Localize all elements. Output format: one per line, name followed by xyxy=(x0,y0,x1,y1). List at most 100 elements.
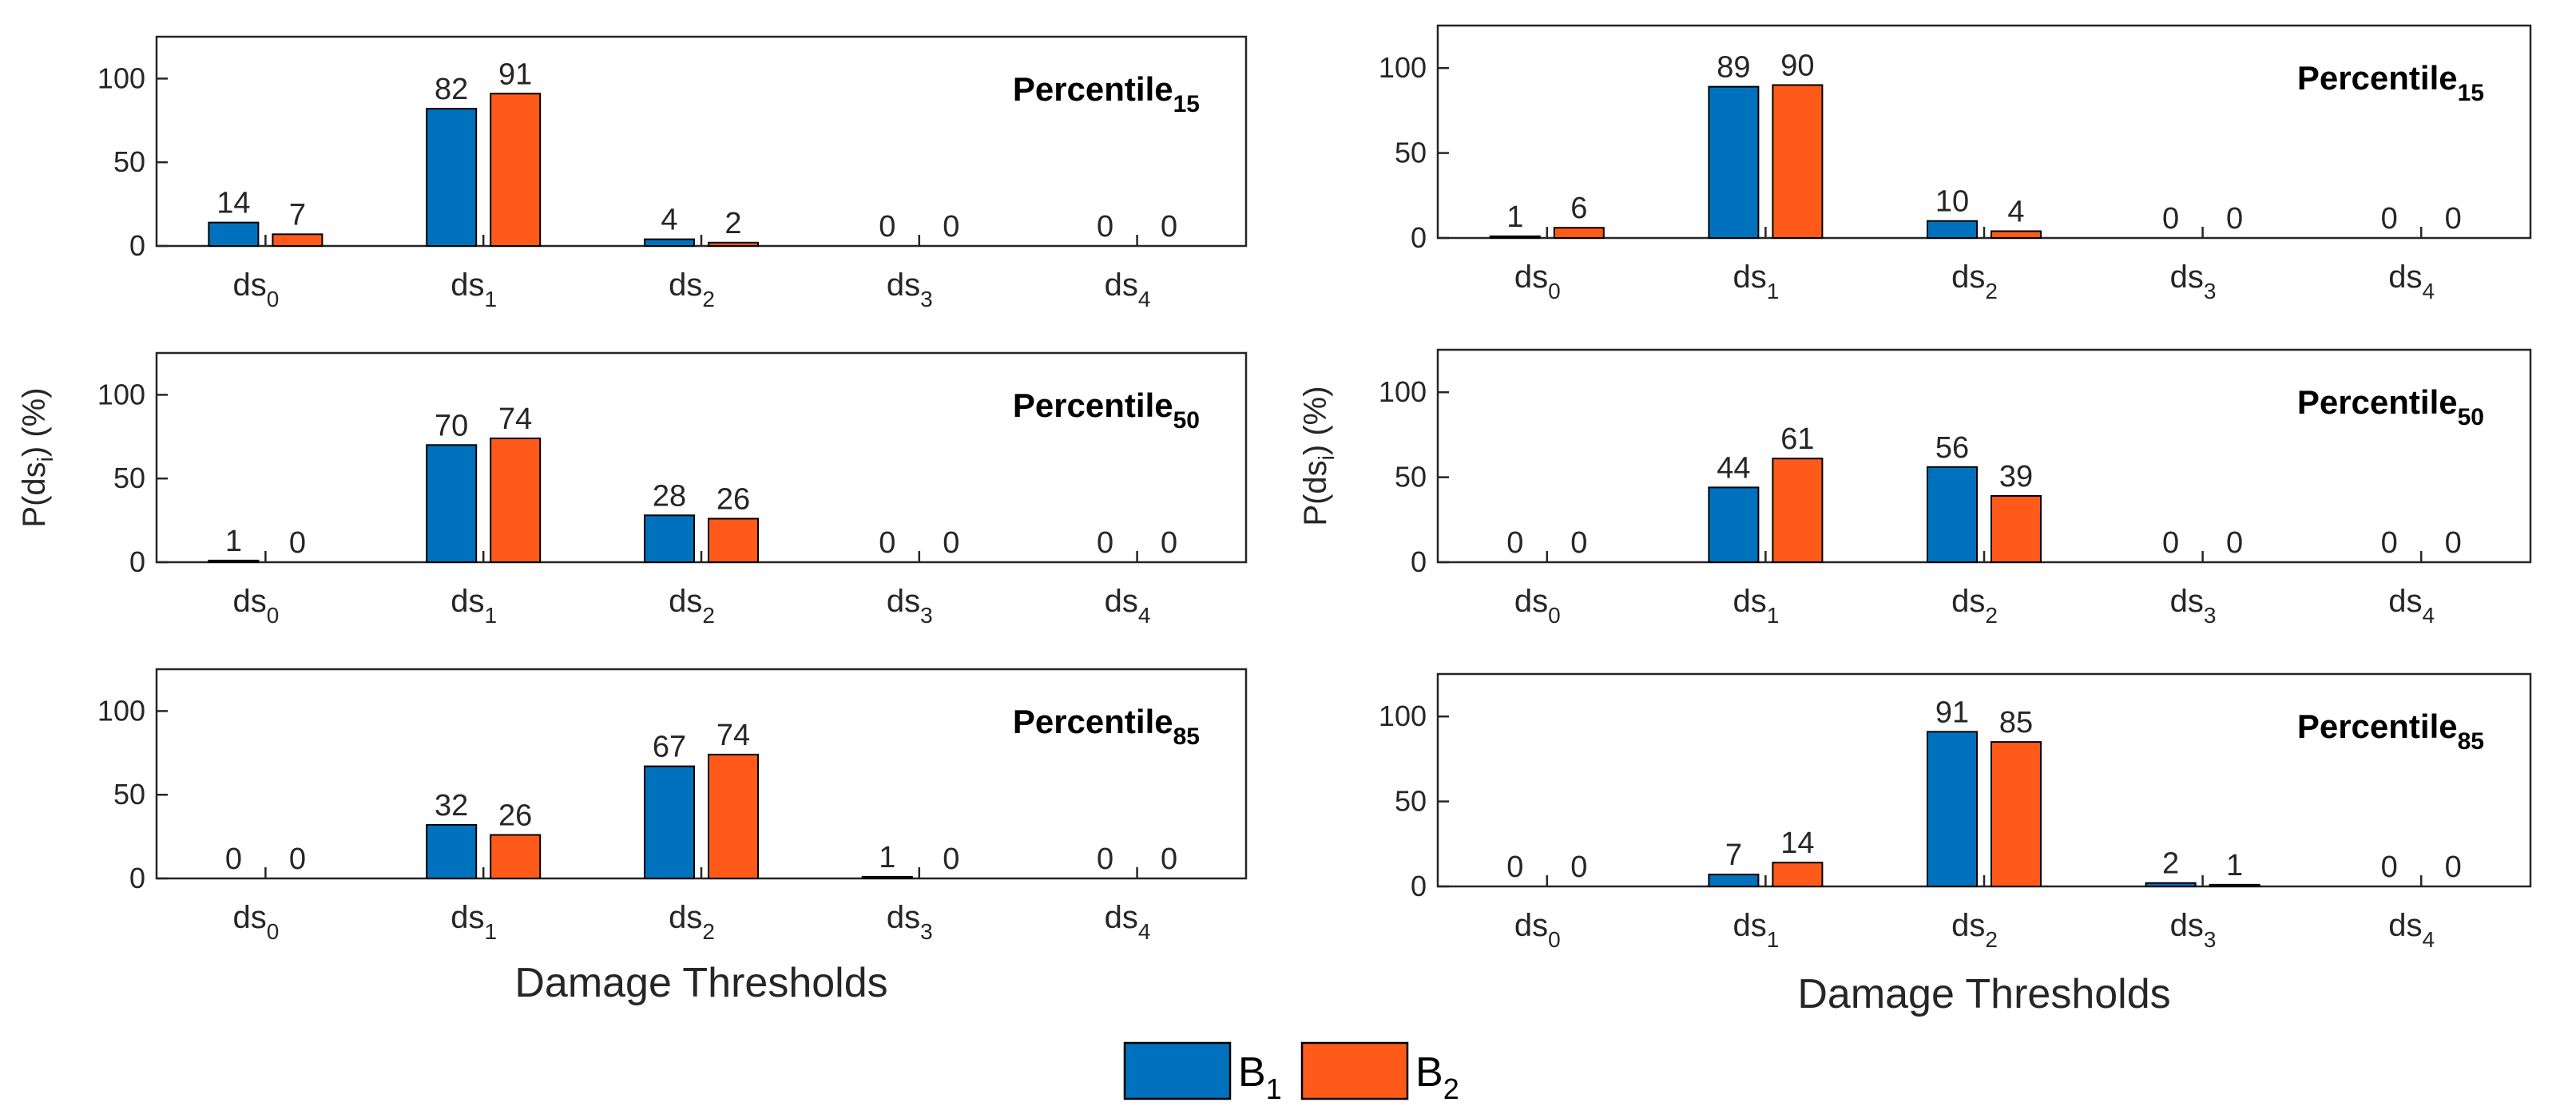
x-tick-label: ds3 xyxy=(2170,584,2217,628)
bar-b2 xyxy=(1991,230,2042,240)
bar-b2 xyxy=(1772,458,1824,564)
y-tick-label: 100 xyxy=(1379,375,1427,408)
y-axis-label: P(dsi) (%) xyxy=(17,387,58,527)
x-tick-label: ds0 xyxy=(232,268,279,311)
x-tick-label: ds2 xyxy=(669,900,715,944)
y-tick-label: 100 xyxy=(97,61,145,94)
y-tick-label: 100 xyxy=(97,694,145,727)
y-tick-label: 100 xyxy=(97,378,145,410)
x-tick-label: ds1 xyxy=(451,268,497,311)
data-label: 0 xyxy=(2162,526,2179,560)
data-label: 0 xyxy=(2162,202,2179,236)
data-label: 0 xyxy=(2445,850,2462,884)
data-label: 82 xyxy=(435,73,468,106)
x-tick-label: ds2 xyxy=(669,584,715,628)
data-label: 0 xyxy=(1161,210,1177,244)
bar-b1 xyxy=(1708,85,1760,239)
axes-box xyxy=(155,35,1248,248)
data-label: 85 xyxy=(1999,706,2033,739)
x-axis-label: Damage Thresholds xyxy=(1797,971,2170,1017)
y-tick-label: 100 xyxy=(1379,700,1427,732)
data-label: 0 xyxy=(2445,526,2462,560)
bar-b2 xyxy=(272,233,323,248)
axes-box xyxy=(155,668,1248,880)
data-label: 28 xyxy=(653,479,686,513)
panel-title: Percentile15 xyxy=(1013,70,1200,117)
y-tick-label: 50 xyxy=(113,778,145,811)
bar-b2 xyxy=(2209,883,2260,887)
x-tick-label: ds4 xyxy=(1105,900,1151,944)
data-label: 0 xyxy=(943,526,959,560)
x-tick-label: ds4 xyxy=(2388,908,2435,952)
data-label: 0 xyxy=(2381,850,2398,884)
data-label: 90 xyxy=(1780,49,1814,82)
x-tick-label: ds4 xyxy=(2388,260,2435,303)
legend-label: B1 xyxy=(1238,1049,1282,1105)
x-tick-label: ds3 xyxy=(2170,908,2217,952)
y-axis-label: P(dsi) (%) xyxy=(1298,386,1339,525)
data-label: 7 xyxy=(289,198,306,232)
panel-title: Percentile50 xyxy=(2297,383,2484,430)
bar-b1 xyxy=(426,444,478,564)
bar-b1 xyxy=(1927,731,1978,887)
data-label: 74 xyxy=(498,402,532,436)
data-label: 0 xyxy=(2445,202,2462,236)
axes-box xyxy=(155,351,1248,564)
data-label: 0 xyxy=(1506,850,1523,884)
data-label: 61 xyxy=(1780,422,1814,456)
data-label: 4 xyxy=(2007,195,2024,228)
data-label: 70 xyxy=(435,409,468,442)
bar-b2 xyxy=(708,517,759,564)
bar-b2 xyxy=(1991,741,2042,887)
panel-title: Percentile15 xyxy=(2297,59,2484,106)
data-label: 0 xyxy=(1097,842,1113,876)
y-tick-label: 50 xyxy=(113,462,145,494)
x-tick-label: ds3 xyxy=(2170,260,2217,303)
data-label: 0 xyxy=(943,842,959,876)
x-tick-label: ds1 xyxy=(1733,908,1779,952)
bar-b1 xyxy=(426,108,478,247)
x-axis-label: Damage Thresholds xyxy=(514,960,887,1006)
y-tick-label: 0 xyxy=(129,545,145,578)
data-label: 91 xyxy=(498,57,532,91)
legend-swatch-b1 xyxy=(1123,1041,1232,1100)
data-label: 0 xyxy=(2226,526,2243,560)
bar-b2 xyxy=(708,753,759,879)
x-tick-label: ds1 xyxy=(451,900,497,944)
data-label: 0 xyxy=(289,526,306,560)
data-label: 0 xyxy=(2381,526,2398,560)
data-label: 0 xyxy=(879,526,895,560)
data-label: 14 xyxy=(1780,827,1814,860)
x-tick-label: ds1 xyxy=(451,584,497,628)
bar-b1 xyxy=(861,875,913,880)
y-tick-label: 0 xyxy=(129,229,145,262)
data-label: 0 xyxy=(1161,842,1177,876)
panel-title: Percentile50 xyxy=(1013,387,1200,434)
data-label: 1 xyxy=(1506,200,1523,234)
panel-2-3: 0 50 100 ds0 0 0 ds1 7 14 ds2 91 85 ds3 2 1 ds4 0 0 Percen… xyxy=(1379,672,2532,952)
data-label: 0 xyxy=(1097,526,1113,560)
data-label: 39 xyxy=(1999,460,2033,494)
x-tick-label: ds0 xyxy=(1514,584,1561,628)
y-tick-label: 50 xyxy=(1395,137,1427,169)
bar-b2 xyxy=(1553,227,1605,239)
data-label: 14 xyxy=(216,187,250,220)
data-label: 91 xyxy=(1935,696,1969,729)
x-tick-label: ds2 xyxy=(1951,260,1998,303)
data-label: 7 xyxy=(1725,838,1742,872)
data-label: 26 xyxy=(498,799,532,833)
x-tick-label: ds0 xyxy=(232,584,279,628)
data-label: 6 xyxy=(1570,192,1587,225)
bar-b1 xyxy=(208,221,260,248)
bar-b1 xyxy=(644,238,695,247)
bar-b1 xyxy=(1489,235,1541,240)
x-tick-label: ds2 xyxy=(1951,584,1998,628)
data-label: 0 xyxy=(289,842,306,876)
x-tick-label: ds3 xyxy=(887,268,933,311)
bar-b2 xyxy=(490,93,542,247)
data-label: 10 xyxy=(1935,185,1969,219)
bar-b2 xyxy=(490,834,542,880)
data-label: 1 xyxy=(2226,849,2243,882)
